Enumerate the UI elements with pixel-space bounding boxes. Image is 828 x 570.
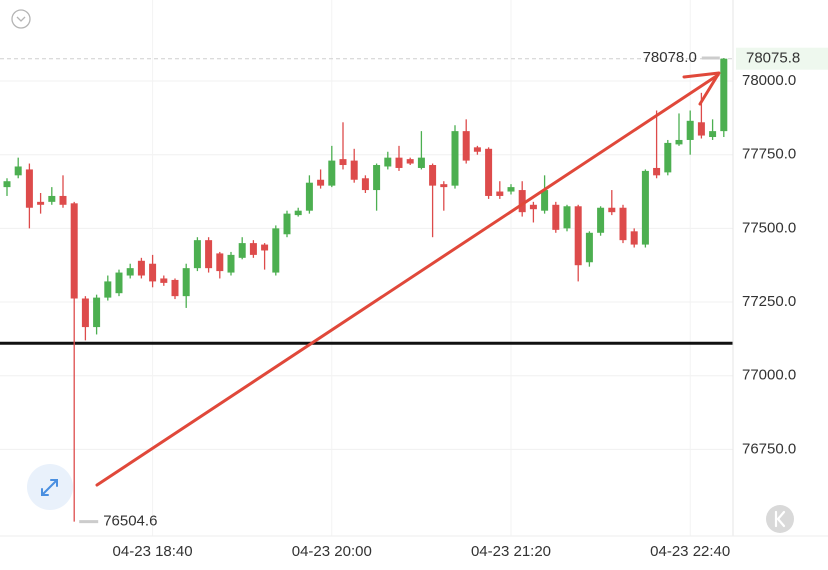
y-tick-label: 77000.0 — [742, 367, 796, 384]
scroll-latest-button[interactable] — [766, 505, 794, 533]
trend-arrow — [95, 71, 721, 487]
candle-body — [216, 253, 224, 272]
candle-body — [552, 204, 560, 230]
last-price-tag — [736, 47, 828, 70]
candle-body — [686, 120, 694, 140]
candle-body — [373, 165, 381, 191]
candle-body — [496, 191, 504, 196]
x-tick-label: 04-23 18:40 — [113, 543, 193, 560]
arrow-head — [682, 71, 721, 106]
candle-body — [507, 187, 515, 192]
candle-body — [563, 206, 571, 229]
candle-body — [384, 157, 392, 167]
candle-body — [227, 254, 235, 273]
candle-body — [317, 179, 325, 186]
candle-body — [619, 207, 627, 241]
collapse-circle — [11, 9, 31, 29]
candle-body — [529, 204, 537, 210]
candle-body — [193, 240, 201, 269]
low-label: 76504.6 — [103, 513, 157, 530]
candle-body — [171, 279, 179, 297]
candle-body — [261, 244, 269, 251]
x-tick-label: 04-23 20:00 — [292, 543, 372, 560]
candle-body — [249, 243, 257, 255]
x-tick-label: 04-23 21:20 — [471, 543, 551, 560]
candle-body — [709, 131, 717, 138]
candle-body — [462, 131, 470, 161]
candle-body — [81, 298, 89, 328]
candle-body — [697, 122, 705, 136]
candle-body — [14, 166, 22, 176]
candle-body — [149, 263, 157, 282]
candle-body — [395, 157, 403, 168]
candle-body — [126, 268, 134, 276]
candle-body — [294, 210, 302, 216]
candle-body — [417, 157, 425, 168]
last-price-label: 78075.8 — [746, 50, 800, 67]
candle-body — [339, 159, 347, 166]
candle-body — [283, 213, 291, 235]
candle-body — [720, 58, 728, 132]
collapse-button[interactable] — [11, 9, 31, 29]
candle-body — [59, 195, 67, 205]
candle-body — [272, 228, 280, 273]
scroll-icon — [774, 510, 786, 528]
candle-body — [406, 159, 414, 164]
candle-body — [104, 281, 112, 298]
y-tick-label: 76750.0 — [742, 440, 796, 457]
expand-icon — [41, 479, 58, 496]
candle-body — [70, 203, 78, 299]
x-tick-label: 04-23 22:40 — [650, 543, 730, 560]
candle-body — [440, 184, 448, 188]
arrow-shaft — [95, 73, 720, 487]
scroll-circle — [766, 505, 794, 533]
candle-body — [37, 201, 45, 205]
candle-body — [641, 170, 649, 245]
y-tick-label: 78000.0 — [742, 72, 796, 89]
expand-button[interactable] — [27, 464, 73, 510]
collapse-chevron — [16, 16, 26, 22]
candle-body — [451, 131, 459, 186]
y-tick-label: 77500.0 — [742, 219, 796, 236]
candle-body — [137, 260, 145, 276]
candle-body — [205, 240, 213, 269]
candle-body — [48, 195, 56, 202]
candle-body — [585, 232, 593, 263]
y-tick-label: 77250.0 — [742, 293, 796, 310]
candle-body — [238, 243, 246, 258]
candle-body — [630, 231, 638, 245]
candle-body — [473, 147, 481, 152]
candle-body — [675, 139, 683, 145]
candle-body — [361, 178, 369, 191]
candle-body — [350, 160, 358, 180]
candle-body — [93, 297, 101, 328]
high-label: 78078.0 — [643, 49, 697, 66]
candle-body — [305, 182, 313, 211]
candle-body — [3, 181, 11, 188]
candle-body — [664, 142, 672, 173]
candle-body — [653, 167, 661, 176]
candle-body — [574, 206, 582, 266]
candle-body — [485, 148, 493, 196]
candle-body — [608, 207, 616, 213]
candle-body — [182, 268, 190, 297]
candle-body — [518, 190, 526, 213]
candle-body — [115, 272, 123, 294]
candle-body — [597, 207, 605, 233]
candle-body — [160, 278, 168, 283]
candle-body — [25, 169, 33, 208]
candle-body — [328, 160, 336, 186]
y-tick-label: 77750.0 — [742, 146, 796, 163]
candle-body — [429, 165, 437, 186]
candle-body — [541, 190, 549, 211]
